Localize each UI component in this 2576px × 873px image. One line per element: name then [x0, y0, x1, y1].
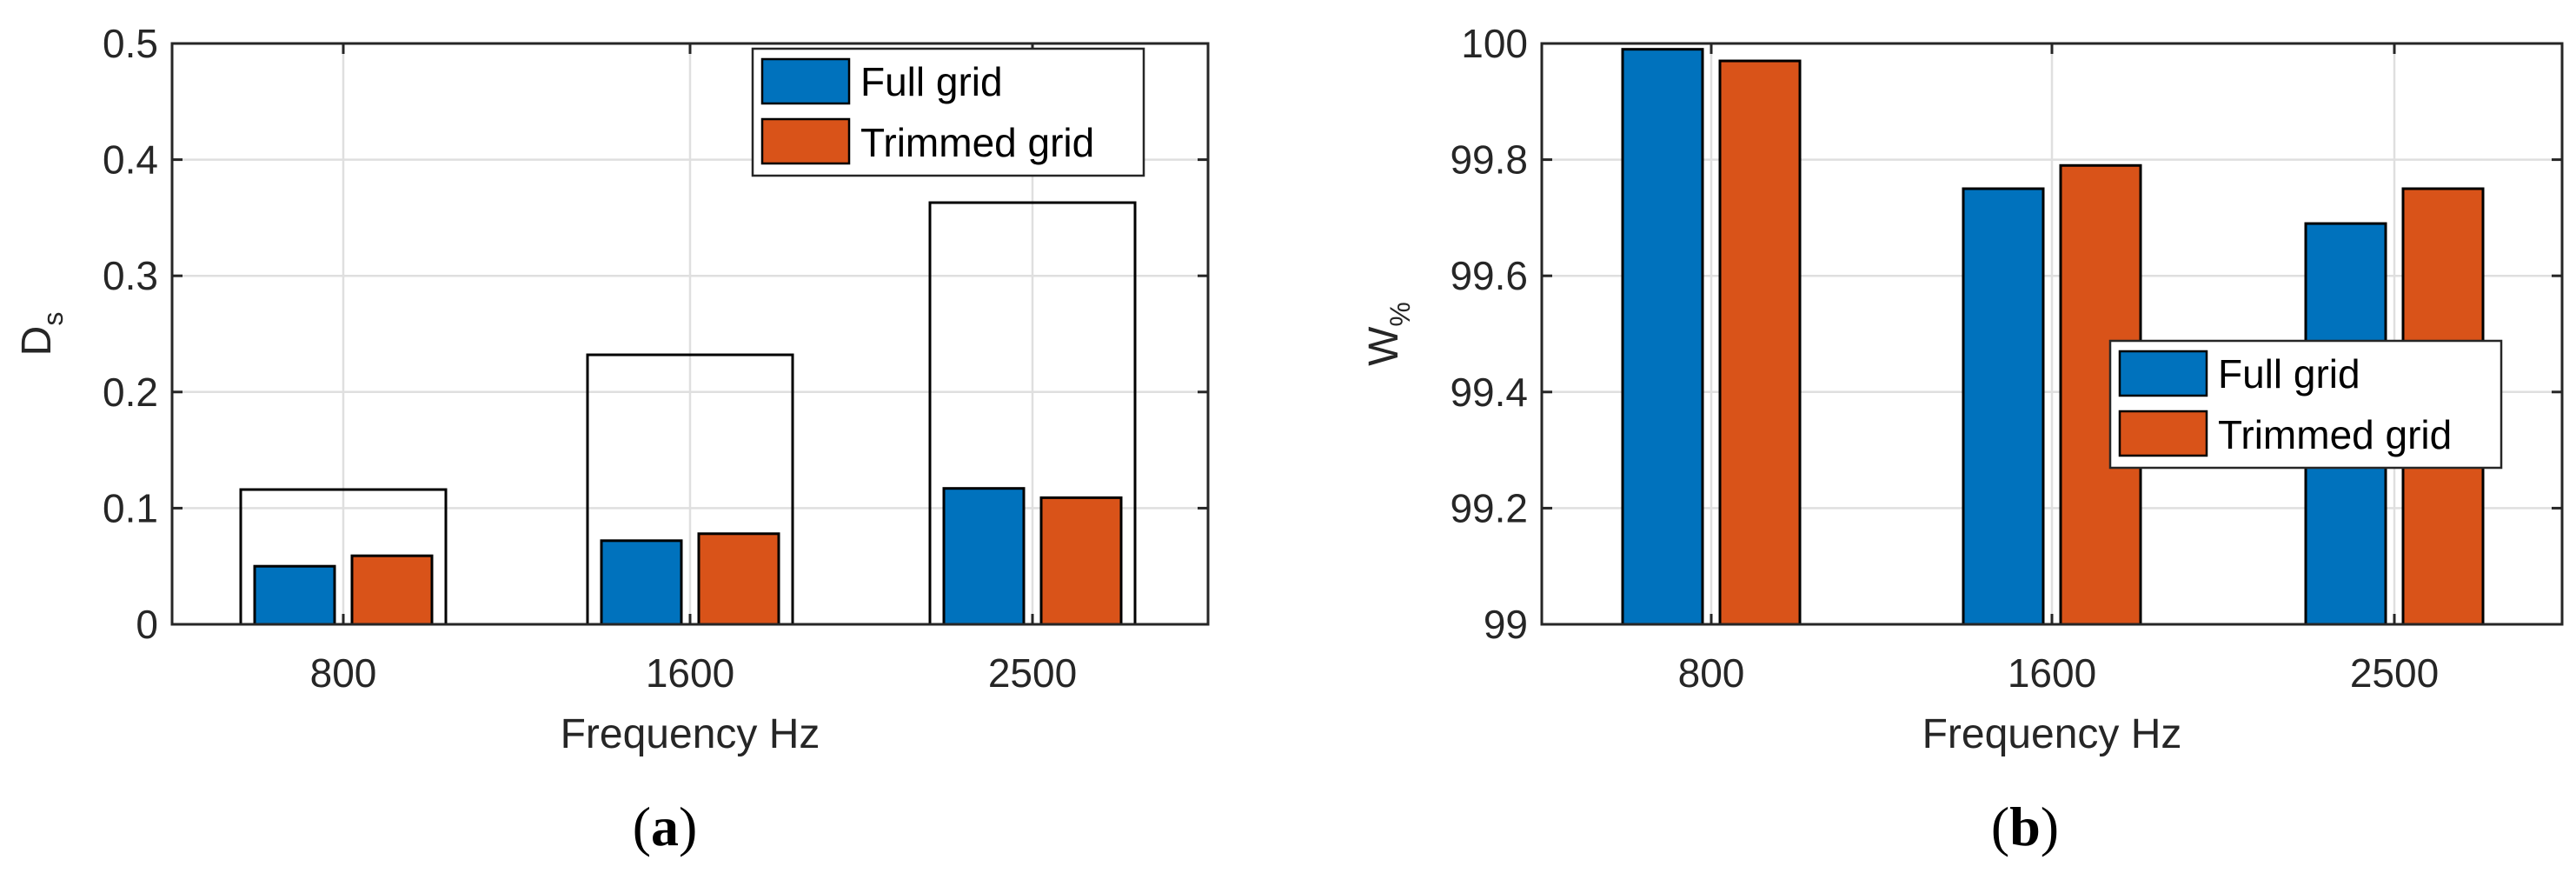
panel-b-xtick-label: 2500 [2350, 650, 2439, 696]
panel-b-caption: (b) [1991, 796, 2059, 857]
panel-b-y-axis-label-main: W [1361, 326, 1407, 366]
panel-b-y-axis-label-sub: % [1384, 302, 1416, 326]
panel-a-ytick-label: 0 [136, 602, 158, 647]
panel-b-ticks [1542, 42, 2562, 626]
panel-b-xtick-label: 800 [1678, 650, 1745, 696]
panel-a-ytick-label: 0.3 [103, 253, 158, 298]
panel-b-legend-swatch-trimmed-grid [2118, 410, 2208, 457]
panel-b-xtick-label: 1600 [2008, 650, 2096, 696]
panel-a-ytick-label: 0.2 [103, 370, 158, 415]
panel-a-legend-label-full-grid: Full grid [860, 59, 1003, 104]
panel-b-x-tick-labels: 800 1600 2500 [1678, 650, 2440, 696]
panel-b-y-axis-label: W% [1361, 302, 1416, 366]
panel-b-bar-full-grid [1621, 48, 1704, 626]
panel-b: 99 99.2 99.4 99.6 99.8 100 800 1600 2500 Freque… [1361, 21, 2564, 857]
panel-a-legend: Full grid Trimmed grid [751, 47, 1145, 177]
panel-b-legend-swatch-full-grid [2118, 350, 2208, 397]
panel-b-legend-label-full-grid: Full grid [2218, 351, 2360, 397]
panel-a: 0 0.1 0.2 0.3 0.4 0.5 800 1600 2500 Frequency H… [14, 21, 1210, 857]
panel-b-ytick-label: 99.4 [1450, 370, 1528, 415]
panel-a-legend-label-trimmed-grid: Trimmed grid [860, 120, 1094, 165]
panel-b-x-axis-label: Frequency Hz [1922, 711, 2182, 757]
panel-a-ytick-label: 0.5 [103, 21, 158, 66]
panel-b-legend: Full grid Trimmed grid [2108, 339, 2503, 470]
panel-a-gridlines [172, 43, 1208, 624]
panel-a-legend-swatch-trimmed-grid [760, 117, 851, 165]
panel-a-bar-trimmed-grid [350, 554, 434, 626]
panel-a-x-tick-labels: 800 1600 2500 [310, 650, 1078, 696]
panel-a-ticks [172, 42, 1208, 626]
panel-a-y-tick-labels: 0 0.1 0.2 0.3 0.4 0.5 [103, 21, 158, 647]
panel-a-ytick-label: 0.4 [103, 137, 158, 183]
panel-a-y-axis-label-main: D [14, 326, 60, 357]
panel-b-ytick-label: 100 [1461, 21, 1528, 66]
panel-b-ytick-label: 99.6 [1450, 253, 1528, 298]
panel-a-y-axis-label-sub: s [37, 312, 69, 326]
panel-a-bar-trimmed-grid [697, 532, 780, 626]
panel-a-bar-trimmed-grid [1039, 496, 1123, 626]
panel-a-xtick-label: 2500 [988, 650, 1077, 696]
panel-b-bar-full-grid [1962, 187, 2045, 626]
panel-b-legend-label-trimmed-grid: Trimmed grid [2218, 412, 2452, 457]
panel-a-bar-full-grid [600, 539, 683, 626]
panel-b-ytick-label: 99.8 [1450, 137, 1528, 183]
panel-b-y-tick-labels: 99 99.2 99.4 99.6 99.8 100 [1450, 21, 1528, 647]
panel-a-xtick-label: 800 [310, 650, 377, 696]
panel-b-ytick-label: 99.2 [1450, 485, 1528, 530]
panel-a-ytick-label: 0.1 [103, 485, 158, 530]
panel-a-y-axis-label: Ds [14, 312, 69, 357]
panel-b-gridlines [1542, 43, 2562, 624]
panel-a-bar-full-grid [253, 564, 336, 626]
panel-b-bar-trimmed-grid [1718, 59, 1802, 626]
panel-a-xtick-label: 1600 [646, 650, 734, 696]
panel-a-x-axis-label: Frequency Hz [561, 711, 820, 757]
panel-b-ytick-label: 99 [1484, 602, 1528, 647]
panel-a-bar-full-grid [942, 487, 1026, 626]
panel-a-bars [253, 487, 1123, 626]
panel-a-legend-swatch-full-grid [760, 57, 851, 105]
panel-a-caption: (a) [633, 796, 698, 857]
